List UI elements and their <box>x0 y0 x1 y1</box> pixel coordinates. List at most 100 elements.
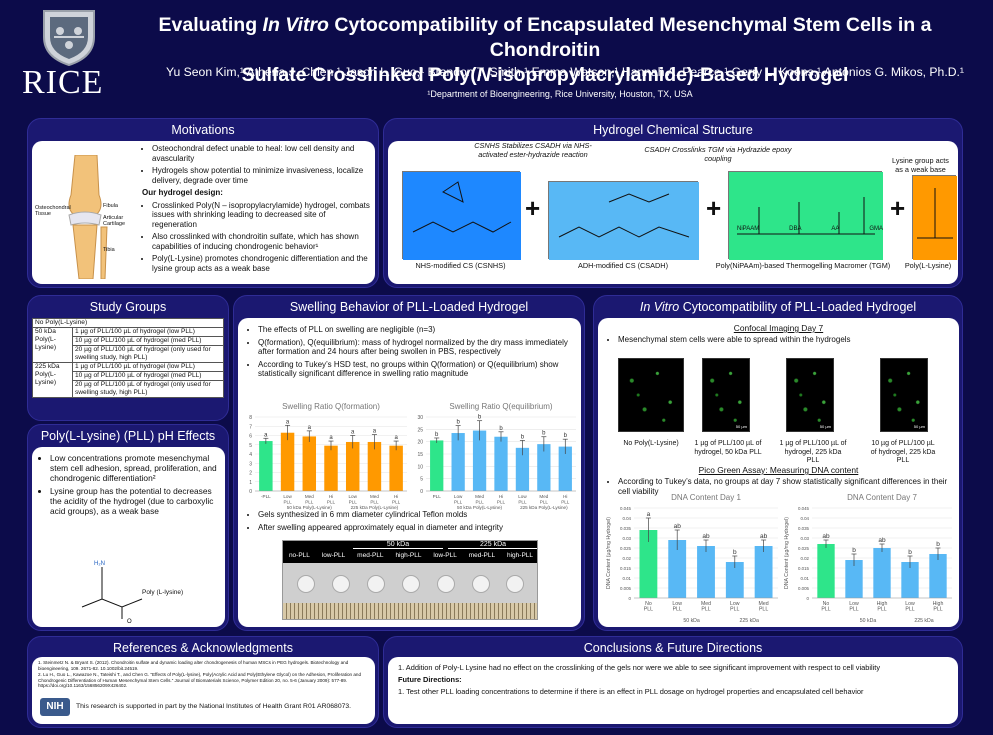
motivations-body: Osteochondral Tissue Fibula Articular Ca… <box>32 141 375 284</box>
y-tick-label: 0 <box>807 596 810 601</box>
x-tick-label: No <box>645 601 652 607</box>
references-panel: References & Acknowledgments 1. Steinmet… <box>27 636 379 728</box>
x-tick-label: Low <box>672 601 682 607</box>
table-cell: 225 kDa Poly(L-Lysine) <box>32 362 73 398</box>
significance-letter: ab <box>674 523 682 530</box>
gel-col-label: med-PLL <box>468 552 496 559</box>
x-tick-label: Med <box>701 601 711 607</box>
significance-letter: a <box>647 511 651 518</box>
motivations-text: Osteochondral defect unable to heal: low… <box>140 144 372 276</box>
references-body: 1. Steinmetz N. & Bryant S. (2012). Chon… <box>32 657 375 724</box>
bar <box>929 554 947 598</box>
x-tick-label: Low <box>905 601 915 607</box>
gel-col-label: low-PLL <box>433 552 457 559</box>
design-heading: Our hydrogel design: <box>142 188 223 197</box>
group-label: 50 kDa Poly(L-Lysine) <box>457 505 502 510</box>
x-tick-label: Med <box>370 494 379 499</box>
significance-letter: ab <box>878 537 886 544</box>
scale-bar-label: 50 µm <box>735 424 747 429</box>
y-tick-label: 0.02 <box>622 556 631 561</box>
note-csadh: CSADH Crosslinks TGM via Hydrazide epoxy… <box>644 145 792 163</box>
bar <box>817 544 835 598</box>
significance-letter: ab <box>822 533 830 540</box>
label-csadh: ADH-modified CS (CSADH) <box>577 261 668 270</box>
pll-effects-panel: Poly(L-Lysine) (PLL) pH Effects Low conc… <box>27 424 229 631</box>
y-tick-label: 30 <box>417 415 423 421</box>
confocal-image: 50 µm <box>880 358 928 432</box>
knee-label-tibia: Tibia <box>103 247 115 253</box>
y-tick-label: 3 <box>249 461 252 467</box>
bar <box>367 441 382 491</box>
confocal-image <box>618 358 684 432</box>
label-pll: Poly(L-Lysine) <box>904 261 952 270</box>
gel-sample <box>401 575 420 593</box>
significance-letter: a <box>373 429 377 435</box>
x-tick-label: PLL <box>283 500 292 505</box>
significance-letter: a <box>351 430 355 436</box>
significance-letter: ab <box>760 533 768 540</box>
group-label: 225 kDa Poly(L-Lysine) <box>520 505 568 510</box>
swelling-bullet: The effects of PLL on swelling are negli… <box>258 325 576 335</box>
pll-effect-bullet: Lysine group has the potential to decrea… <box>50 486 218 516</box>
nih-logo: NIH <box>40 698 70 716</box>
plus-sign: + <box>890 193 906 223</box>
design-bullet: Poly(L-Lysine) promotes chondrogenic dif… <box>152 254 372 273</box>
x-tick-label: PLL <box>701 607 710 613</box>
y-tick-label: 2 <box>249 471 252 477</box>
confocal-caption: No Poly(L-Lysine) <box>623 440 679 447</box>
x-tick-label: PLL <box>392 500 401 505</box>
bar <box>558 446 572 491</box>
gel-sample <box>436 575 455 593</box>
group-label: 50 kDa <box>860 618 877 624</box>
design-bullet: Also crosslinked with chondroitin sulfat… <box>152 232 372 251</box>
svg-text:O: O <box>127 619 132 625</box>
department: ¹Department of Bioengineering, Rice Univ… <box>427 89 693 99</box>
group-label: 225 kDa Poly(L-Lysine) <box>351 505 399 510</box>
y-tick-label: 15 <box>417 452 423 458</box>
future-item: 1. Test other PLL loading concentrations… <box>398 687 864 696</box>
x-tick-label: PLL <box>905 607 914 613</box>
significance-letter: b <box>456 420 460 426</box>
invitro-body: Confocal Imaging Day 7 Mesenchymal stem … <box>598 318 959 627</box>
gel-col-label: med-PLL <box>357 552 384 559</box>
y-tick-label: 5 <box>420 477 423 483</box>
bar <box>302 436 317 491</box>
label-csnhs: NHS-modified CS (CSNHS) <box>415 261 506 270</box>
confocal-caption: 10 µg of PLL/100 µL of hydrogel, 225 kDa… <box>870 440 936 464</box>
future-heading: Future Directions: <box>398 675 462 684</box>
y-tick-label: 0.04 <box>800 516 809 521</box>
x-tick-label: Low <box>454 494 463 499</box>
table-cell: No Poly(L-Lysine) <box>32 318 224 328</box>
bar <box>515 447 530 491</box>
confocal-caption: 1 µg of PLL/100 µL of hydrogel, 50 kDa P… <box>694 440 762 456</box>
scale-bar-label: 50 µm <box>913 424 925 429</box>
poly-lysine-structure-icon: H₂N O <box>81 561 143 625</box>
significance-letter: b <box>564 433 568 439</box>
scale-bar-label: 50 µm <box>819 424 831 429</box>
gel-samples <box>289 575 533 593</box>
y-axis-label: DNA Content (µg/mg Hydrogel) <box>606 517 612 589</box>
significance-letter: a <box>264 432 268 438</box>
significance-letter: ab <box>702 533 710 540</box>
knee-diagram: Osteochondral Tissue Fibula Articular Ca… <box>35 154 135 280</box>
bar <box>259 441 273 491</box>
reference-item: 2. Lu H., Guo L., Kawazoe N., Tateishi T… <box>38 672 361 688</box>
x-tick-label: Hi <box>499 494 503 499</box>
table-row: 225 kDa Poly(L-Lysine) 1 µg of PLL/100 µL… <box>32 362 224 398</box>
gel-column-labels: no-PLL low-PLL med-PLL high-PLL low-PLL med-P… <box>283 552 537 559</box>
swelling-title: Swelling Behavior of PLL-Loaded Hydrogel <box>289 300 529 314</box>
gel-photo: 50 kDa 225 kDa no-PLL low-PLL med-PLL high-… <box>282 540 538 620</box>
knee-label-osteochondral: Osteochondral Tissue <box>35 205 71 217</box>
x-tick-label: PLL <box>730 607 739 613</box>
y-tick-label: 25 <box>417 427 423 433</box>
y-tick-label: 0.02 <box>800 556 809 561</box>
x-tick-label: Low <box>518 494 527 499</box>
authors: Yu Seon Kim,¹ Athena J. Chien,¹ Jason L.… <box>166 65 964 79</box>
tgm-units: NiPAAM DBA AA GMA <box>737 226 883 232</box>
references-title: References & Acknowledgments <box>113 641 293 655</box>
note-lysine: Lysine group acts as a weak base <box>892 156 949 174</box>
x-tick-label: PLL <box>644 607 653 613</box>
significance-letter: a <box>308 425 312 431</box>
bar <box>280 432 295 491</box>
chemical-body: CSNHS Stabilizes CSADH via NHS-activated… <box>388 141 958 284</box>
